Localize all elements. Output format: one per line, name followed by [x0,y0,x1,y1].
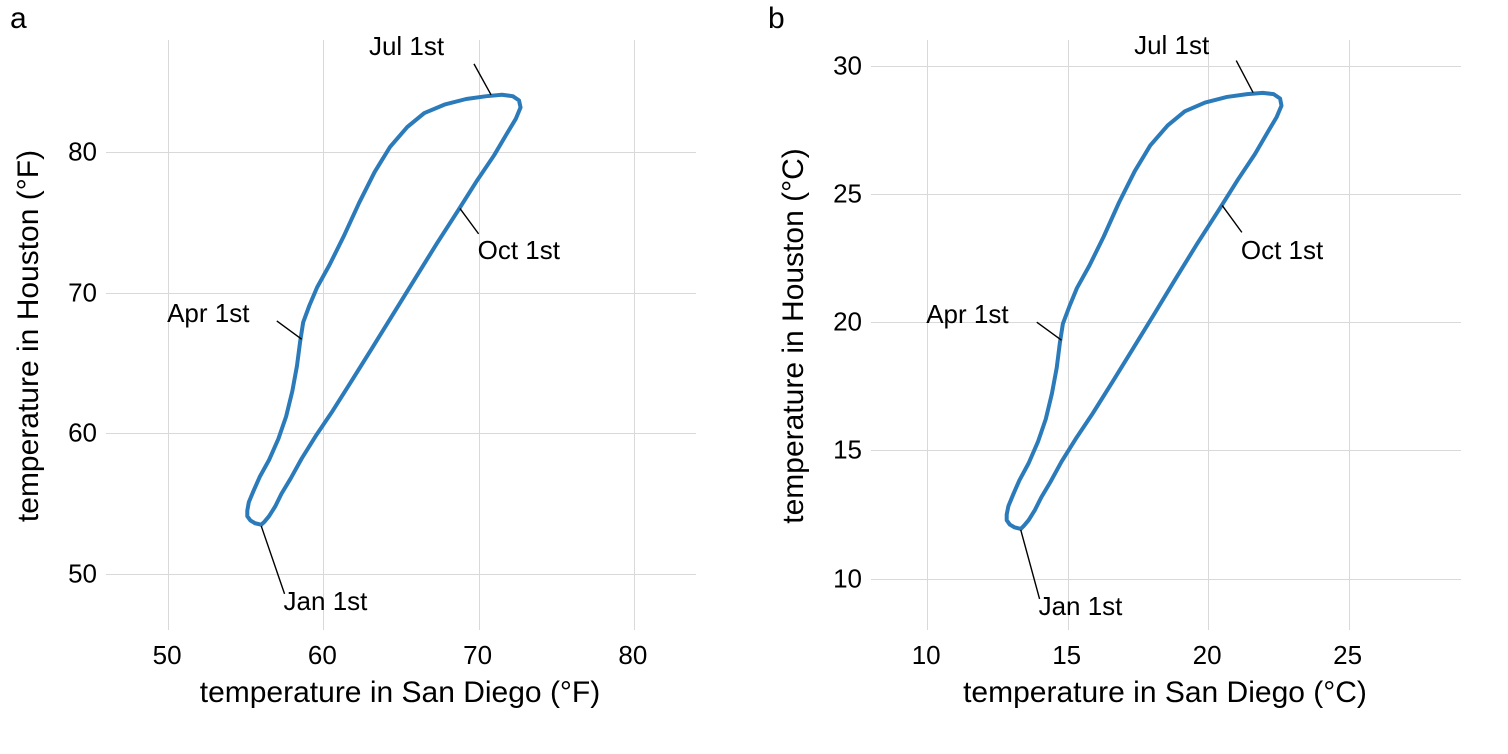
x-tick-label: 60 [308,640,337,671]
plot-area-b [870,40,1461,631]
x-axis-label-b: temperature in San Diego (°C) [963,676,1367,710]
leader-lines-a [106,40,696,630]
y-tick-label: 20 [826,307,862,338]
annotation-jul-1st: Jul 1st [369,31,444,62]
annotation-jan-1st: Jan 1st [1039,591,1123,622]
annotation-oct-1st: Oct 1st [1241,235,1323,266]
y-axis-label-a: temperature in Houston (°F) [12,150,46,522]
y-tick-label: 80 [61,137,97,168]
y-tick-label: 70 [61,277,97,308]
x-tick-label: 50 [153,640,182,671]
y-tick-label: 25 [826,178,862,209]
y-tick-label: 10 [826,563,862,594]
x-tick-label: 70 [463,640,492,671]
annotation-apr-1st: Apr 1st [167,298,249,329]
y-tick-label: 60 [61,418,97,449]
y-axis-label-b: temperature in Houston (°C) [777,148,811,523]
plot-area-a [105,40,696,631]
leader-lines-b [871,40,1461,630]
annotation-apr-1st: Apr 1st [926,299,1008,330]
x-tick-label: 15 [1052,640,1081,671]
y-tick-label: 50 [61,558,97,589]
x-tick-label: 10 [912,640,941,671]
y-tick-label: 30 [826,50,862,81]
panel-label-b: b [768,2,785,36]
x-tick-label: 25 [1333,640,1362,671]
annotation-jul-1st: Jul 1st [1134,30,1209,61]
panel-label-a: a [10,2,27,36]
figure: a 50 60 70 80 50 60 70 80 temperature in San Dieg… [0,0,1508,754]
annotation-oct-1st: Oct 1st [478,235,560,266]
x-axis-label-a: temperature in San Diego (°F) [200,676,601,710]
x-tick-label: 20 [1193,640,1222,671]
y-tick-label: 15 [826,435,862,466]
annotation-jan-1st: Jan 1st [284,586,368,617]
x-tick-label: 80 [618,640,647,671]
